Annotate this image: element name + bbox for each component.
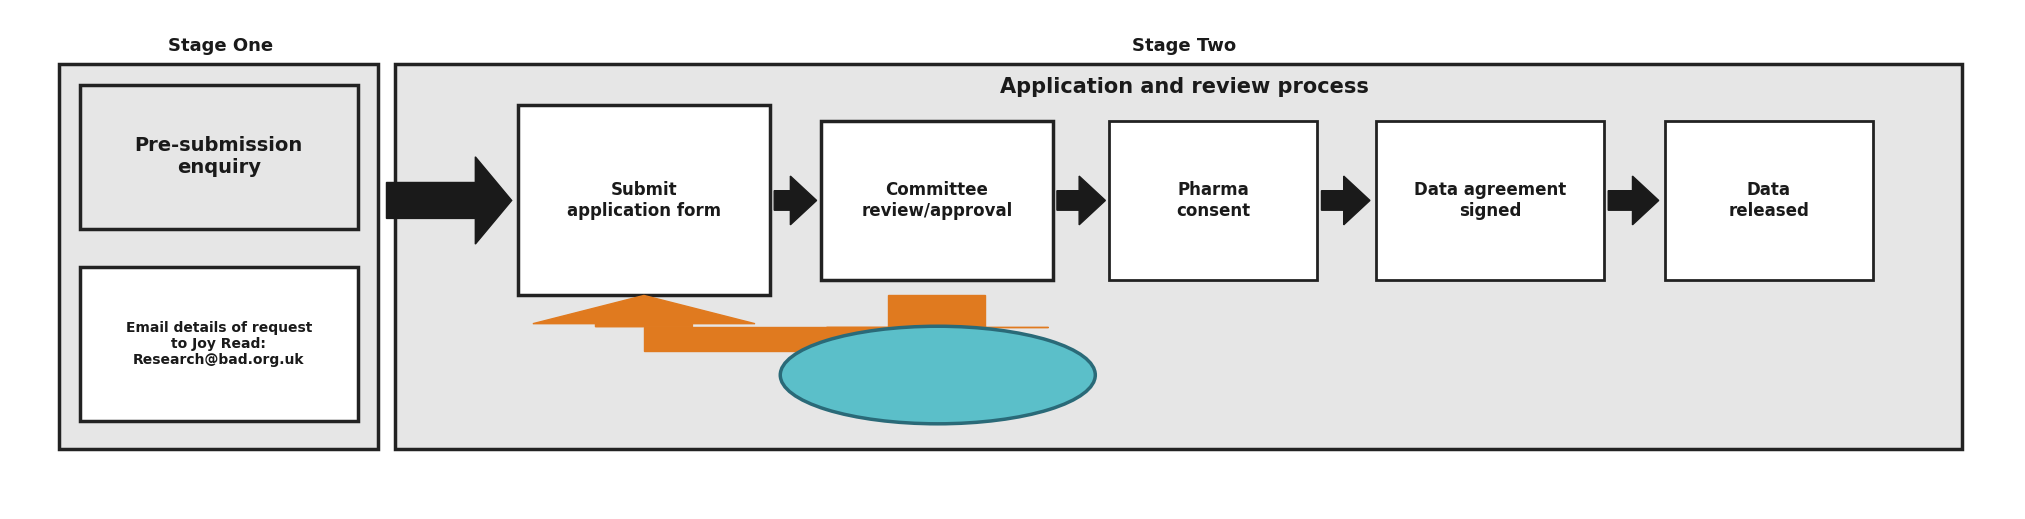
FancyBboxPatch shape xyxy=(395,64,1962,449)
Polygon shape xyxy=(644,327,986,351)
Text: Data
released: Data released xyxy=(1729,181,1808,220)
FancyBboxPatch shape xyxy=(1377,121,1604,280)
FancyBboxPatch shape xyxy=(1665,121,1873,280)
Polygon shape xyxy=(774,176,816,225)
Text: Stage Two: Stage Two xyxy=(1132,37,1235,56)
Text: Committee
review/approval: Committee review/approval xyxy=(861,181,1012,220)
FancyBboxPatch shape xyxy=(79,267,358,421)
Polygon shape xyxy=(1322,176,1371,225)
Polygon shape xyxy=(826,295,1047,327)
FancyBboxPatch shape xyxy=(1110,121,1318,280)
FancyBboxPatch shape xyxy=(79,85,358,229)
FancyBboxPatch shape xyxy=(59,64,379,449)
Text: Application and review process: Application and review process xyxy=(1000,77,1369,98)
Text: Pharma
consent: Pharma consent xyxy=(1177,181,1251,220)
Polygon shape xyxy=(533,295,755,327)
FancyBboxPatch shape xyxy=(518,105,770,295)
Ellipse shape xyxy=(780,326,1096,424)
Polygon shape xyxy=(387,157,512,244)
Polygon shape xyxy=(1057,176,1106,225)
FancyBboxPatch shape xyxy=(820,121,1053,280)
Text: Data agreement
signed: Data agreement signed xyxy=(1413,181,1565,220)
Text: Email details of request
to Joy Read:
Research@bad.org.uk: Email details of request to Joy Read: Re… xyxy=(126,321,312,367)
Text: Modification: Modification xyxy=(875,366,1000,384)
Text: Pre-submission
enquiry: Pre-submission enquiry xyxy=(136,136,304,177)
Text: Stage One: Stage One xyxy=(168,37,273,56)
Text: Submit
application form: Submit application form xyxy=(567,181,721,220)
Polygon shape xyxy=(1608,176,1658,225)
